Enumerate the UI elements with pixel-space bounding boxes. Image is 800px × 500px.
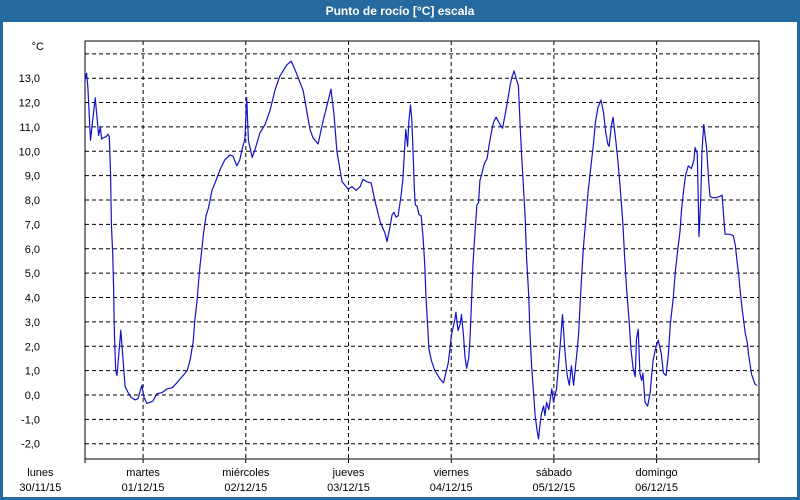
- window-title: Punto de rocío [°C] escala: [325, 4, 475, 18]
- title-bar: Punto de rocío [°C] escala: [0, 0, 800, 22]
- chart-area-background: [3, 22, 797, 497]
